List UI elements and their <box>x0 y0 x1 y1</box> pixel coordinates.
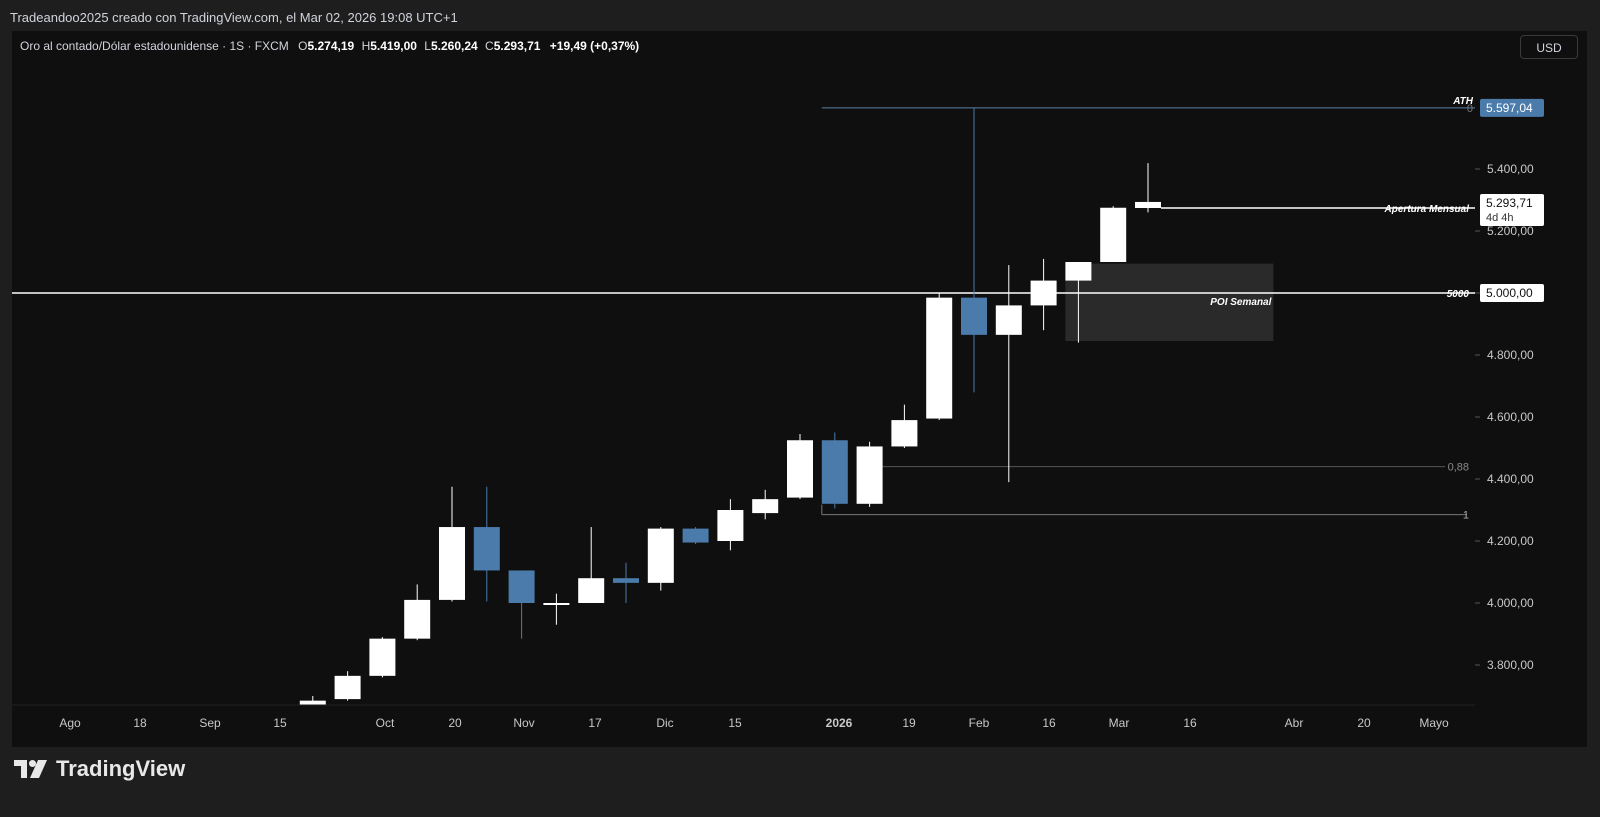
candle-body <box>682 528 709 543</box>
monthly-open-label: Apertura Mensual <box>1384 204 1470 215</box>
candle-body <box>578 578 605 603</box>
tradingview-logo[interactable]: TradingView <box>14 756 185 782</box>
tradingview-logo-text: TradingView <box>56 756 186 781</box>
time-tick-label: Mar <box>1109 716 1130 730</box>
bar-countdown-label: 4d 4h <box>1486 212 1514 224</box>
candle-body <box>404 599 431 639</box>
time-tick-label: 20 <box>1357 716 1371 730</box>
candle-body <box>1135 201 1161 209</box>
poi-zone <box>1065 263 1274 342</box>
price-tick-label: 4.400,00 <box>1487 472 1534 486</box>
price-tick-label: 5.200,00 <box>1487 224 1534 238</box>
candle-body <box>299 700 326 706</box>
candle-body <box>787 440 813 498</box>
open-value: 5.274,19 <box>307 39 355 53</box>
price-tick-label: 4.800,00 <box>1487 348 1534 362</box>
time-tick-label: 2026 <box>826 716 853 730</box>
symbol-legend: Oro al contado/Dólar estadounidense · 1S… <box>20 39 639 53</box>
candle-body <box>752 499 779 514</box>
candle-body <box>439 527 465 600</box>
close-value: 5.293,71 <box>493 39 541 53</box>
candle-body <box>995 305 1022 335</box>
high-key: H <box>361 39 371 53</box>
time-tick-label: 15 <box>273 716 287 730</box>
time-tick-label: Oct <box>376 716 395 730</box>
current-price-label: 5.293,71 <box>1486 196 1533 210</box>
candle-body <box>543 603 570 605</box>
price-tick-label: 4.200,00 <box>1487 534 1534 548</box>
poi-label: POI Semanal <box>1210 297 1271 308</box>
price-tick-label: 3.800,00 <box>1487 658 1534 672</box>
chart-canvas[interactable]: POI Semanal ATH 0 0,88 1 5000 Apertura M… <box>12 31 1587 747</box>
price-tick-label: 4.000,00 <box>1487 596 1534 610</box>
ath-price-label: 5.597,04 <box>1486 101 1533 115</box>
candle-body <box>334 675 361 700</box>
time-tick-label: 16 <box>1042 716 1056 730</box>
price-axis[interactable]: 3.800,00 4.000,00 4.200,00 4.400,00 4.600,00… <box>1475 31 1587 747</box>
fib-088-label: 0,88 <box>1448 462 1469 474</box>
candle-body <box>717 510 744 541</box>
chart-panel[interactable]: POI Semanal ATH 0 0,88 1 5000 Apertura M… <box>12 31 1587 747</box>
open-key: O <box>298 39 308 53</box>
candle-body <box>891 420 918 447</box>
candle-body <box>647 528 674 583</box>
time-tick-label: 16 <box>1183 716 1197 730</box>
candle-body <box>926 297 953 419</box>
candle-body <box>1065 262 1092 281</box>
change-value: +19,49 (+0,37%) <box>549 39 640 53</box>
time-axis-background <box>12 705 1587 747</box>
time-tick-label: 20 <box>448 716 462 730</box>
current-price-badge <box>1480 194 1544 227</box>
candle-body <box>1100 207 1127 262</box>
time-tick-label: Dic <box>656 716 673 730</box>
time-tick-label: Ago <box>59 716 81 730</box>
time-tick-label: 18 <box>133 716 147 730</box>
fib-1-label: 1 <box>1463 510 1469 522</box>
candle-body <box>961 297 987 335</box>
ath-label: ATH <box>1452 96 1474 107</box>
ath-fib-label: 0 <box>1467 103 1473 115</box>
level-5000-price-badge <box>1480 284 1544 302</box>
candle-body <box>1030 280 1057 306</box>
low-value: 5.260,24 <box>430 39 478 53</box>
attribution-header: Tradeandoo2025 creado con TradingView.co… <box>10 10 458 25</box>
candles-group <box>265 107 1161 712</box>
time-tick-label: Feb <box>969 716 990 730</box>
currency-button[interactable]: USD <box>1520 35 1578 59</box>
time-tick-label: 17 <box>588 716 602 730</box>
candle-body <box>473 527 500 571</box>
symbol-name[interactable]: Oro al contado/Dólar estadounidense · 1S… <box>20 39 289 53</box>
price-axis-background <box>1475 31 1587 747</box>
ath-price-badge <box>1480 98 1544 117</box>
price-tick-label: 5.400,00 <box>1487 162 1534 176</box>
candle-body <box>821 440 848 504</box>
level-5000-label: 5000 <box>1447 289 1470 300</box>
time-tick-label: Abr <box>1285 716 1304 730</box>
level-5000-price-label: 5.000,00 <box>1486 286 1533 300</box>
candle-body <box>856 446 883 504</box>
time-tick-label: Nov <box>513 716 534 730</box>
price-tick-label: 4.600,00 <box>1487 410 1534 424</box>
low-key: L <box>424 39 431 53</box>
tradingview-logo-icon <box>14 760 47 778</box>
time-axis[interactable]: Ago 18 Sep 15 Oct 20 Nov 17 Dic 15 2026 19 Feb 16 Mar 1… <box>12 704 1587 747</box>
candle-body <box>508 570 535 603</box>
time-tick-label: 19 <box>902 716 916 730</box>
candle-body <box>613 578 639 583</box>
time-tick-label: Mayo <box>1419 716 1449 730</box>
high-value: 5.419,00 <box>370 39 417 53</box>
time-tick-label: 15 <box>728 716 742 730</box>
chart-background <box>12 31 1587 747</box>
close-key: C <box>485 39 494 53</box>
candle-body <box>369 638 396 676</box>
time-tick-label: Sep <box>199 716 221 730</box>
